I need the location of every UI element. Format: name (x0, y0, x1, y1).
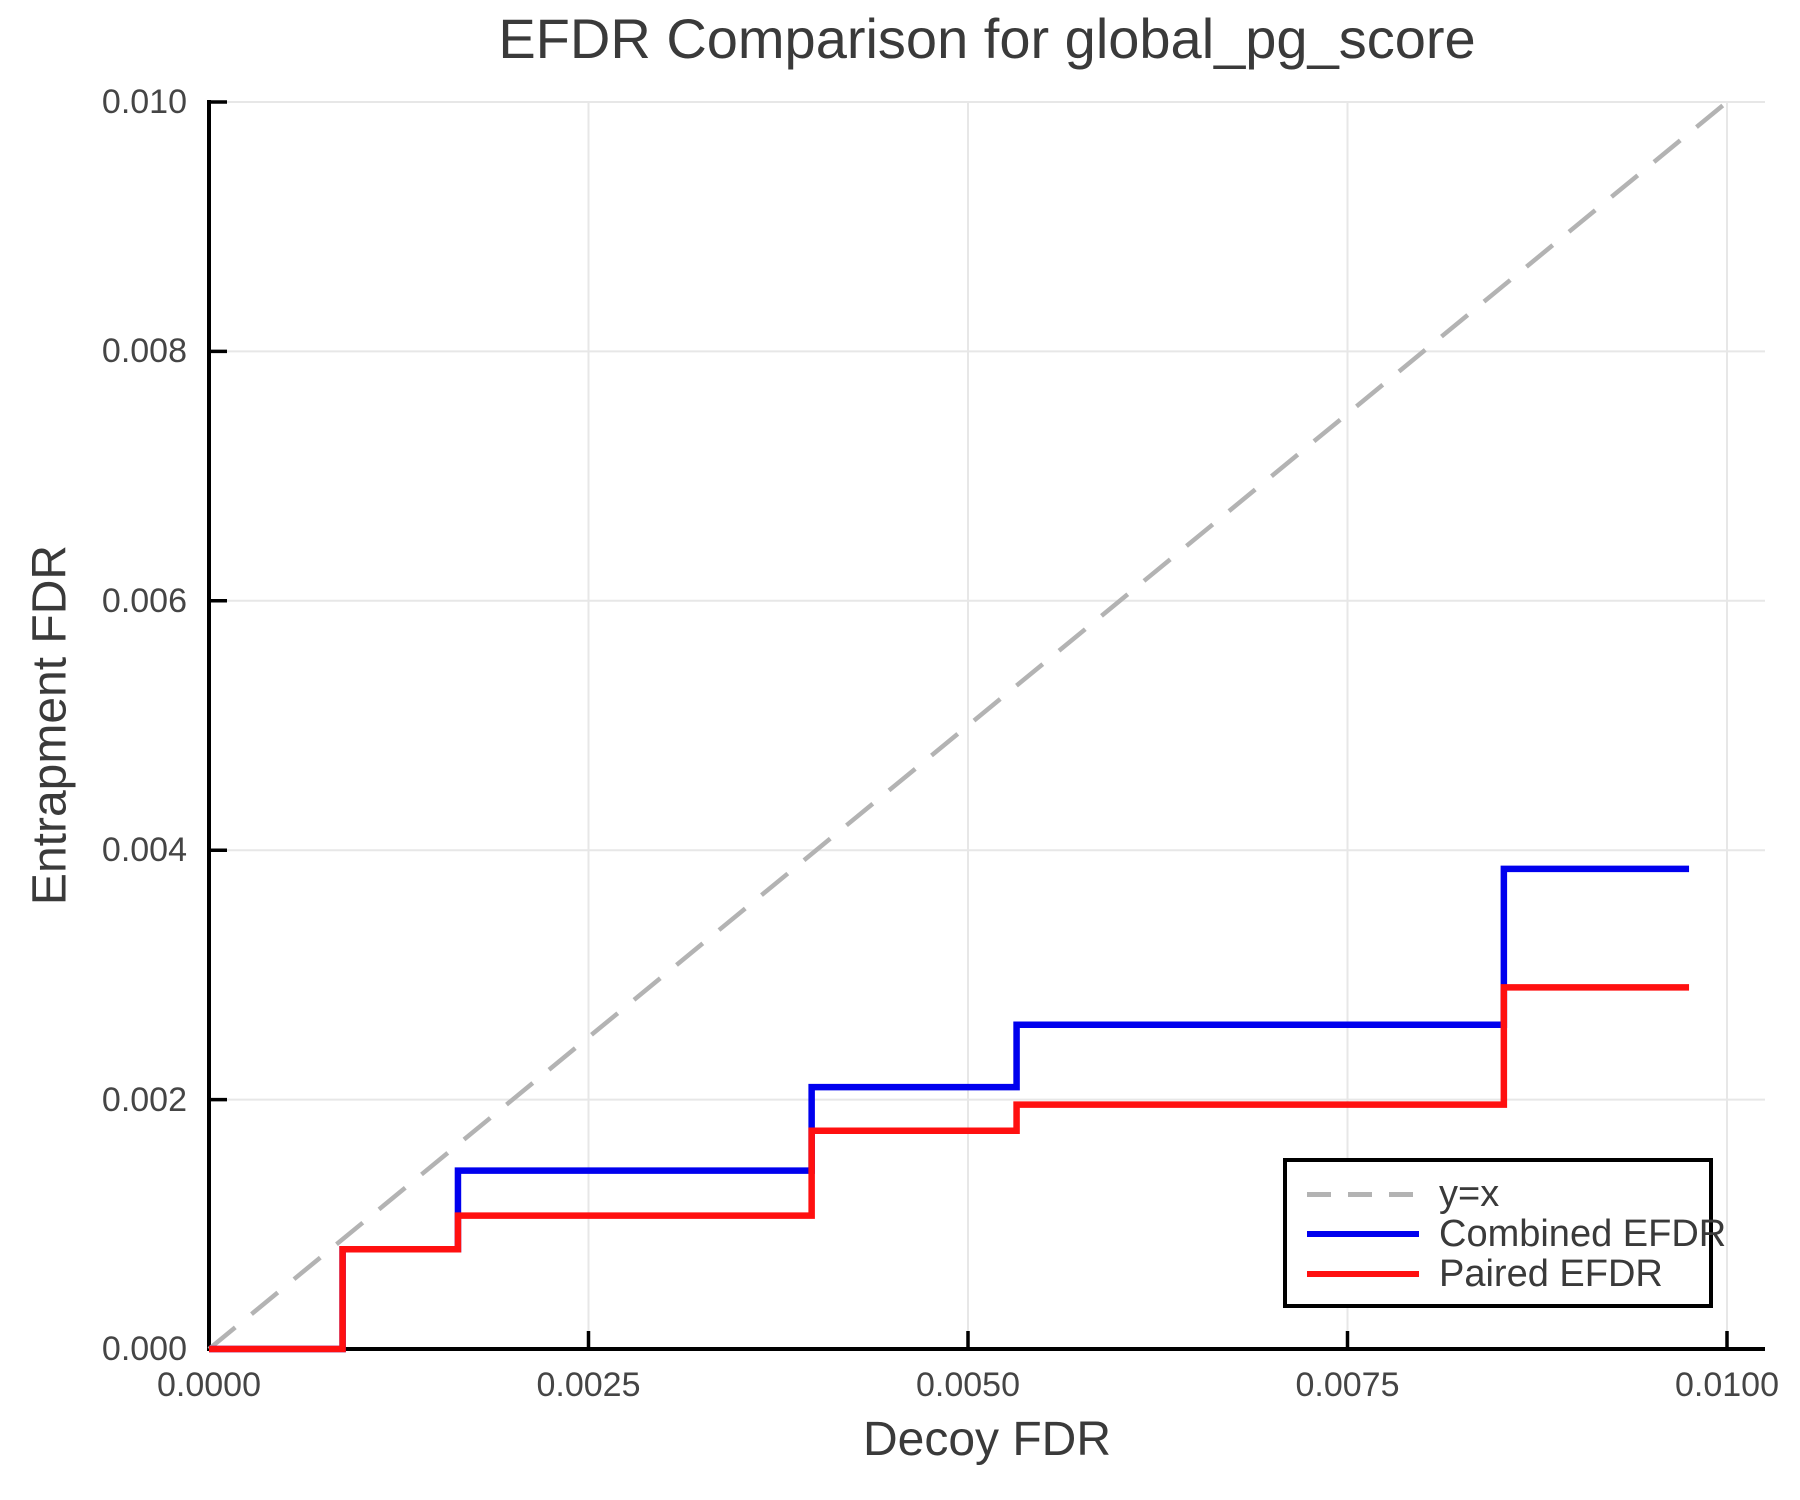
y-tick-label: 0.006 (101, 581, 187, 620)
x-tick-label: 0.0050 (916, 1366, 1020, 1404)
x-tick-label: 0.0025 (536, 1366, 641, 1404)
legend-label-paired: Paired EFDR (1439, 1253, 1663, 1295)
legend-entry-reference: y=x (1307, 1174, 1709, 1214)
x-tick-label: 0.0075 (1295, 1366, 1400, 1404)
legend-entry-paired: Paired EFDR (1307, 1254, 1709, 1294)
legend-label-reference: y=x (1439, 1173, 1500, 1215)
y-tick-label: 0.000 (101, 1330, 187, 1368)
legend: y=x Combined EFDR Paired EFDR (1283, 1158, 1726, 1308)
y-axis-label: Entrapment FDR (23, 544, 77, 906)
y-tick-label: 0.008 (101, 332, 187, 371)
y-tick-label: 0.010 (101, 83, 187, 121)
y-tick-label: 0.002 (101, 1080, 187, 1119)
y-tick-label: 0.004 (101, 831, 187, 870)
x-axis-label: Decoy FDR (862, 1413, 1112, 1466)
legend-label-combined: Combined EFDR (1439, 1213, 1727, 1255)
paired-efdr-line (209, 984, 1690, 1353)
x-tick-label: 0.0000 (157, 1366, 261, 1404)
legend-sample-reference (1307, 1191, 1419, 1197)
legend-entry-combined: Combined EFDR (1307, 1214, 1726, 1254)
x-tick-label: 0.0100 (1675, 1366, 1779, 1404)
legend-sample-paired (1307, 1271, 1419, 1277)
chart-title: EFDR Comparison for global_pg_score (498, 7, 1476, 70)
legend-sample-combined (1307, 1231, 1419, 1237)
